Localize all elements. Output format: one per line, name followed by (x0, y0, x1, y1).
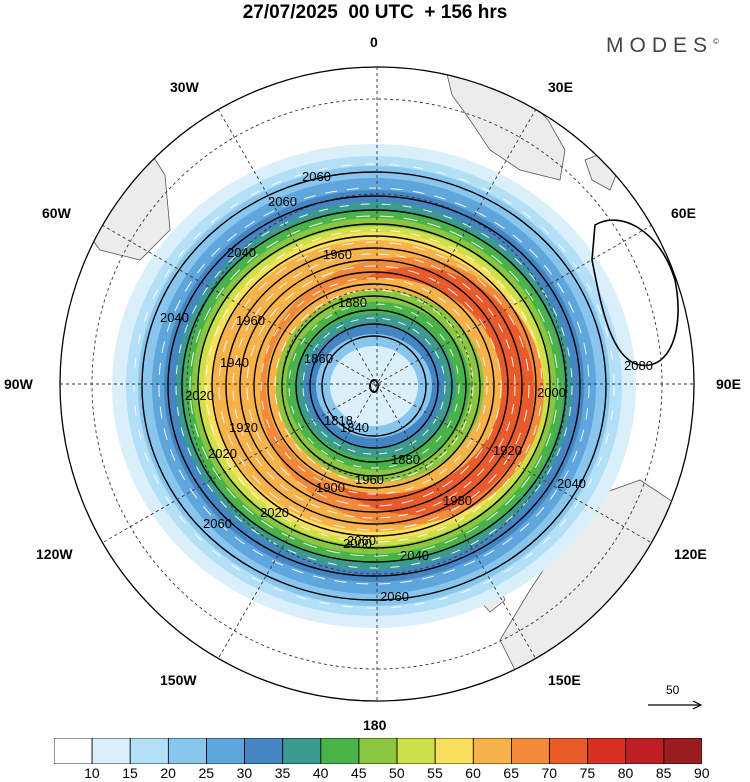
lon-label-120e: 120E (674, 546, 707, 562)
colorbar-swatch (244, 738, 284, 764)
lon-label-150e: 150E (548, 672, 581, 688)
lon-label-180: 180 (363, 717, 387, 733)
colorbar-tick-label: 25 (198, 765, 215, 781)
africa-landmass (444, 67, 566, 181)
colorbar-swatch (54, 738, 93, 764)
contour-label: 2060 (380, 589, 409, 604)
lon-label-30e: 30E (548, 79, 573, 95)
contour-label: 2020 (208, 446, 237, 461)
contour-label: 2000 (537, 385, 566, 400)
colorbar-tick-label: 90 (694, 765, 710, 781)
lon-label-60e: 60E (671, 205, 696, 221)
colorbar-swatch (91, 738, 131, 764)
contour-label: 2040 (400, 548, 429, 563)
lon-label-90e: 90E (716, 376, 741, 392)
colorbar-tick-label: 85 (655, 765, 672, 781)
south-america-landmass (69, 119, 171, 261)
contour-label: 2060 (268, 194, 297, 209)
contour-label: 1920 (229, 420, 258, 435)
lon-label-150w: 150W (160, 672, 197, 688)
contour-label: 2060 (347, 533, 376, 548)
colorbar-swatch (434, 738, 474, 764)
colorbar-swatch (587, 738, 627, 764)
lon-label-90w: 90W (4, 376, 33, 392)
contour-label: 1900 (316, 480, 345, 495)
colorbar-tick-label: 55 (427, 765, 443, 781)
contour-label: 2060 (203, 516, 232, 531)
colorbar-swatch (206, 738, 245, 764)
colorbar-swatch (282, 738, 322, 764)
height-contours (141, 171, 607, 601)
contour-labels: 2060 2060 2060 2060 2060 2040 2040 2040 2040 2020… (160, 169, 653, 604)
colorbar-swatch (167, 738, 207, 764)
lon-label-60w: 60W (42, 205, 71, 221)
madagascar-landmass (584, 151, 619, 191)
colorbar-tick-label: 65 (503, 765, 519, 781)
colorbar-swatch (549, 738, 589, 764)
contour-label: 1980 (443, 493, 472, 508)
contour-label: 2080 (624, 358, 653, 373)
high-pressure-contour (591, 219, 679, 367)
colorbar-tick-label: 60 (465, 765, 481, 781)
colorbar-swatch (358, 738, 398, 764)
colorbar-tick-label: 45 (350, 765, 367, 781)
colorbar-tick-label: 70 (541, 765, 558, 781)
brand-logo: MODES© (606, 34, 719, 57)
wind-streamlines (133, 163, 615, 609)
contour-label: 1960 (355, 472, 384, 487)
colorbar-swatch (625, 738, 665, 764)
contour-label: 1860 (304, 351, 333, 366)
graticule (60, 67, 694, 701)
contour-label: 1920 (493, 443, 522, 458)
contour-label: 1880 (338, 295, 367, 310)
map-boundary (59, 66, 695, 702)
colorbar-swatch (663, 738, 702, 764)
colorbar-tick-label: 75 (579, 765, 596, 781)
contour-label: 1960 (323, 247, 352, 262)
colorbar-tick-label: 20 (160, 765, 176, 781)
contour-label: 1880 (391, 452, 420, 467)
colorbar-tick-label: 40 (312, 765, 329, 781)
colorbar-tick-label: 10 (84, 765, 100, 781)
lon-label-0: 0 (370, 34, 378, 50)
contour-label: 2020 (260, 505, 289, 520)
contour-label: 1840 (340, 420, 369, 435)
contour-label: 1818 (324, 413, 353, 428)
colorbar-tick-label: 35 (274, 765, 291, 781)
contour-label: 1940 (220, 355, 249, 370)
colorbar-swatch (472, 738, 512, 764)
vector-reference-arrow (648, 700, 703, 710)
contour-label: 2020 (185, 388, 214, 403)
contour-label: 2060 (302, 169, 331, 184)
colorbar-swatch (129, 738, 169, 764)
colorbar-swatch (320, 738, 360, 764)
colorbar-tick-label: 30 (236, 765, 253, 781)
contour-label: 2040 (557, 476, 586, 491)
lon-label-30w: 30W (170, 79, 199, 95)
contour-label: 1960 (236, 313, 265, 328)
contour-label: 2000 (343, 536, 372, 551)
lon-label-120w: 120W (36, 546, 73, 562)
colorbar (54, 738, 702, 764)
vector-reference-label: 50 (666, 683, 680, 697)
colorbar-swatch (511, 738, 550, 764)
colorbar-tick-label: 15 (122, 765, 138, 781)
contour-label: 2040 (227, 245, 256, 260)
colorbar-tick-label: 80 (617, 765, 634, 781)
contour-label: 2040 (160, 310, 189, 325)
colorbar-swatch (396, 738, 436, 764)
colorbar-tick-label: 50 (389, 765, 405, 781)
map-title: 27/07/2025 00 UTC + 156 hrs (242, 2, 508, 23)
